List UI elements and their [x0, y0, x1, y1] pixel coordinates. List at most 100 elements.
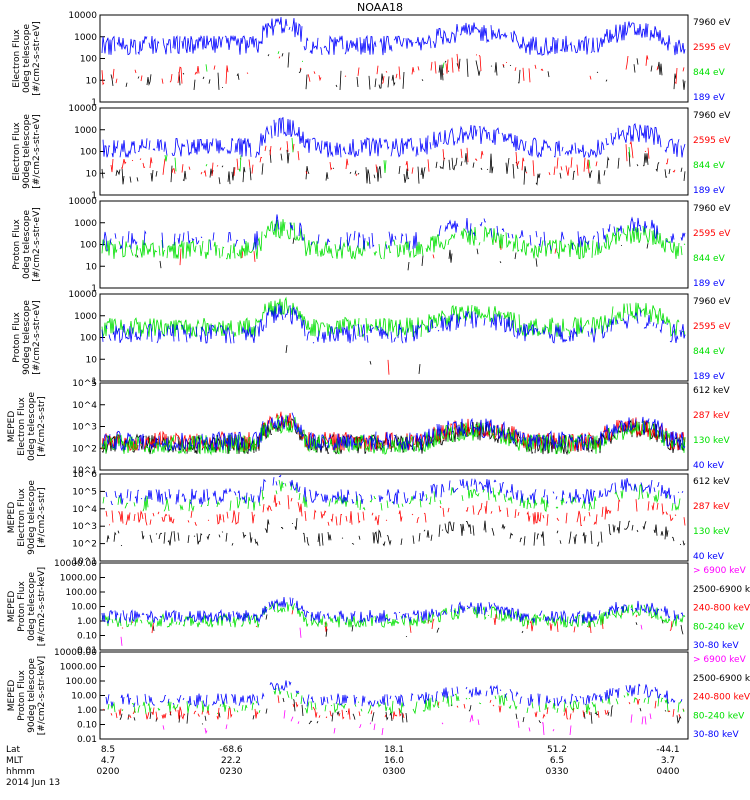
y-tick-label: 1: [91, 191, 97, 201]
y-tick-label: 10: [86, 355, 98, 365]
series-trace-red: [101, 53, 685, 86]
x-tick-lat: 18.1: [384, 745, 404, 755]
y-tick-label: 100: [80, 148, 97, 158]
y-tick-label: 10^4: [72, 505, 97, 515]
legend-entry: 844 eV: [693, 161, 726, 171]
y-tick-label: 10000: [68, 11, 97, 21]
series-trace-blue: [101, 412, 686, 452]
legend-entry: 7960 eV: [693, 18, 731, 28]
x-tick-lat: -44.1: [656, 745, 679, 755]
y-tick-label: 10^5: [72, 379, 97, 389]
y-tick-label: 10.00: [71, 603, 97, 613]
y-tick-label: 1.00: [77, 706, 97, 716]
y-tick-label: 1000.00: [60, 663, 97, 673]
panel-1: 10000 1000 100 10 1 Electron Flux 0deg telesco…: [12, 11, 731, 108]
y-tick-label: 10: [86, 169, 98, 179]
legend-entry: 189 eV: [693, 372, 726, 382]
panel-6: 10^6 10^5 10^4 10^3 10^2 10^1 MEPED Electron Fl…: [7, 470, 730, 567]
y-axis-label: Electron Flux: [12, 122, 22, 181]
y-tick-label: 1000: [74, 33, 97, 43]
legend-entry: 40 keV: [693, 461, 725, 471]
series-trace-black: [119, 697, 682, 725]
y-axis-label: 90deg telescope: [27, 658, 37, 733]
y-axis-label: 0deg telescope: [22, 24, 32, 94]
y-axis-label: Electron Flux: [17, 488, 27, 547]
panel-frame: [99, 14, 689, 103]
panel-7: 10000.00 1000.00 100.00 10.00 1.00 0.10 0.01 ME…: [7, 559, 750, 656]
legend-entry: 30-80 keV: [693, 641, 739, 651]
legend-entry: 189 eV: [693, 93, 726, 103]
x-tick-lat: 51.2: [547, 745, 567, 755]
x-row-label-lat: Lat: [6, 745, 21, 755]
panel-2: 10000 1000 100 10 1 Electron Flux 90deg telesc…: [12, 104, 731, 201]
series-trace-red: [388, 348, 641, 374]
y-tick-label: 100.00: [66, 677, 98, 687]
y-axis-label: MEPED: [7, 680, 17, 712]
legend-entry: 2595 eV: [693, 229, 731, 239]
series-trace-green: [107, 687, 685, 715]
series-trace-blue: [102, 117, 686, 159]
x-tick-mlt: 16.0: [384, 756, 404, 766]
x-tick-mlt: 4.7: [101, 756, 115, 766]
y-axis-label: [#/cm2-s-str-eV]: [32, 207, 42, 282]
y-tick-label: 10^3: [72, 522, 97, 532]
series-trace-green: [206, 51, 678, 77]
y-tick-label: 10^5: [72, 487, 97, 497]
y-tick-label: 0.01: [77, 735, 97, 745]
y-axis-label: MEPED: [7, 502, 17, 534]
legend-entry: 189 eV: [693, 279, 726, 289]
series-trace-magenta: [121, 625, 681, 647]
y-tick-label: 10^6: [72, 470, 97, 480]
series-trace-magenta: [163, 710, 683, 735]
series-trace-green: [101, 602, 686, 628]
legend-entry: 612 keV: [693, 477, 730, 487]
y-tick-label: 1000: [74, 312, 97, 322]
y-tick-label: 10^2: [72, 444, 97, 454]
y-axis-label: MEPED: [7, 411, 17, 443]
x-tick-hhmm: 0200: [97, 767, 120, 777]
y-tick-label: 10000: [68, 197, 97, 207]
series-trace-black: [110, 52, 686, 91]
series-trace-black: [106, 518, 686, 547]
legend-entry: 40 keV: [693, 552, 725, 562]
x-tick-mlt: 3.7: [661, 756, 675, 766]
series-trace-black: [286, 345, 566, 374]
x-tick-lat: -68.6: [219, 745, 243, 755]
legend-entry: 30-80 keV: [693, 730, 739, 740]
y-axis-label: Electron Flux: [12, 29, 22, 88]
y-axis-label: 90deg telescope: [22, 300, 32, 375]
panel-frame: [99, 562, 689, 651]
panel-4: 10000 1000 100 10 1 Proton Flux 90deg telescop…: [12, 290, 731, 387]
series-trace-green: [101, 414, 686, 456]
y-tick-label: 0.10: [77, 721, 97, 731]
legend-entry: 2500-6900 keV: [693, 585, 750, 595]
y-tick-label: 10^4: [72, 401, 97, 411]
legend-entry: 130 keV: [693, 436, 730, 446]
x-tick-mlt: 22.2: [221, 756, 241, 766]
series-trace-red: [102, 695, 685, 720]
y-axis-label: [#/cm2-s-str]: [37, 396, 47, 456]
y-tick-label: 10.00: [71, 692, 97, 702]
x-axis-date: 2014 Jun 13: [6, 778, 60, 788]
y-tick-label: 1000: [74, 126, 97, 136]
y-tick-label: 1.00: [77, 617, 97, 627]
y-axis-label: Proton Flux: [12, 312, 22, 363]
y-axis-label: [#/cm2-s-str-keV]: [37, 567, 47, 646]
panel-5: 10^5 10^4 10^3 10^2 10^1 MEPED Electron Flux 0d…: [7, 379, 730, 476]
y-tick-label: 100: [80, 334, 97, 344]
panel-frame: [99, 293, 689, 382]
legend-entry: 287 keV: [693, 502, 730, 512]
series-trace-blue: [102, 214, 686, 251]
x-row-label-mlt: MLT: [6, 756, 24, 766]
legend-entry: 2595 eV: [693, 136, 731, 146]
y-tick-label: 10000.00: [54, 559, 97, 569]
y-axis-label: 0deg telescope: [27, 572, 37, 642]
y-tick-label: 100: [80, 55, 97, 65]
panel-frame: [99, 473, 689, 562]
legend-entry: 189 eV: [693, 186, 726, 196]
y-axis-label: Proton Flux: [17, 670, 27, 721]
y-axis-label: [#/cm2-s-str-keV]: [37, 656, 47, 735]
y-tick-label: 0.01: [77, 646, 97, 656]
legend-entry: 7960 eV: [693, 111, 731, 121]
